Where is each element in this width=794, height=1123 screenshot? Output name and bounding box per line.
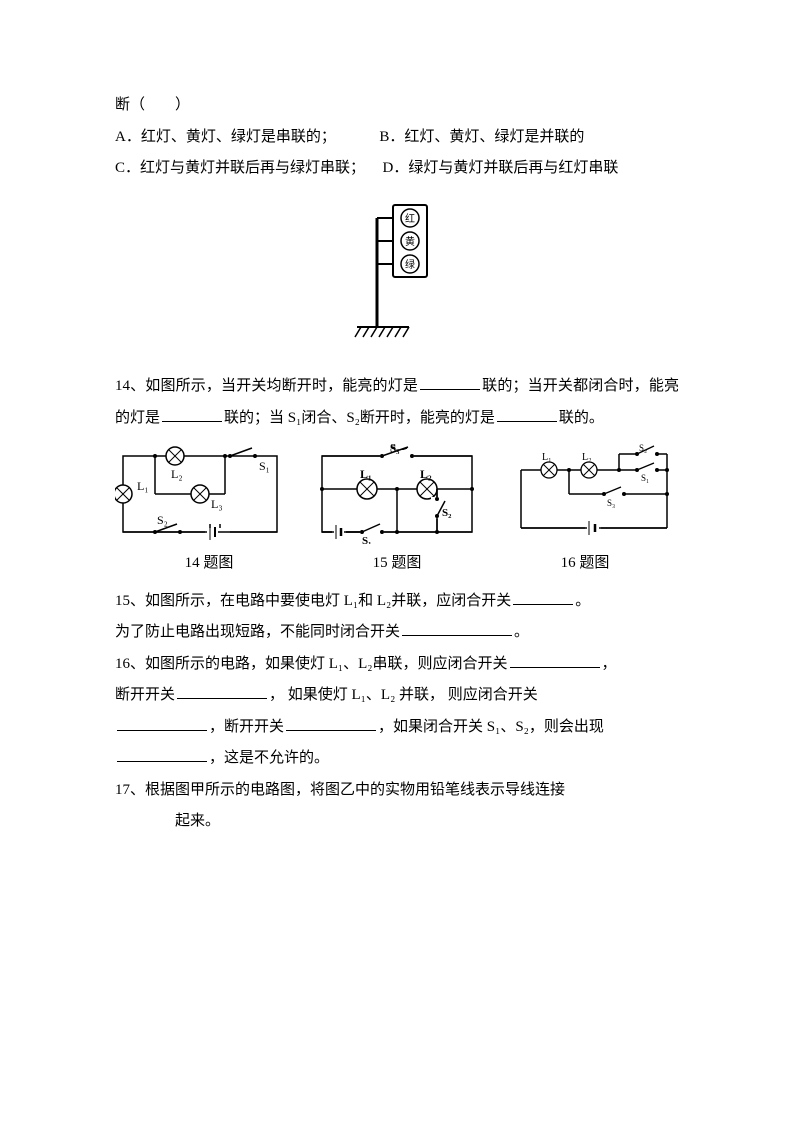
- svg-text:S₂: S₂: [442, 507, 452, 519]
- traffic-light-icon: 红 黄 绿: [337, 197, 457, 347]
- svg-text:L₂: L₂: [582, 452, 592, 463]
- blank[interactable]: [402, 620, 512, 636]
- q15-line2: 为了防止电路出现短路，不能同时闭合开关。: [115, 617, 679, 649]
- q13-optC-line: C．红灯与黄灯并联后再与绿灯串联； D．绿灯与黄灯并联后再与红灯串联: [115, 153, 679, 185]
- svg-text:L₂: L₂: [420, 467, 432, 481]
- circuit-15: S₃ S₃ L₁ L₂ S₁: [312, 444, 482, 544]
- green-label: 绿: [405, 258, 415, 271]
- q13-optA: A．红灯、黄灯、绿灯是串联的；: [115, 129, 336, 145]
- q13-optC: C．红灯与黄灯并联后再与绿灯串联；: [115, 160, 365, 176]
- svg-text:S₁: S₁: [259, 459, 270, 473]
- q13-optB: B．红灯、黄灯、绿灯是并联的: [379, 129, 584, 145]
- caption-16: 16 题图: [491, 548, 679, 580]
- svg-text:S₃: S₃: [607, 498, 615, 508]
- q13-figure: 红 黄 绿: [115, 197, 679, 360]
- q17-line1: 17、根据图甲所示的电路图，将图乙中的实物用铅笔线表示导线连接: [115, 775, 679, 807]
- svg-text:S₁: S₁: [362, 535, 371, 544]
- svg-text:L₃: L₃: [211, 497, 223, 511]
- svg-text:L₂: L₂: [171, 467, 183, 481]
- q16-line1: 16、如图所示的电路，如果使灯 L₁、L₂串联，则应闭合开关，: [115, 649, 679, 681]
- caption-14: 14 题图: [115, 548, 303, 580]
- caption-15: 15 题图: [303, 548, 491, 580]
- blank[interactable]: [117, 715, 207, 731]
- circuit-14: L₁ L₂ S₁ L₃ S₂: [115, 444, 285, 544]
- q16-line3: ，断开开关，如果闭合开关 S₁、S₂，则会出现: [115, 712, 679, 744]
- blank[interactable]: [177, 683, 267, 699]
- svg-text:S₁: S₁: [641, 473, 649, 483]
- q13-optD: D．绿灯与黄灯并联后再与红灯串联: [383, 160, 619, 176]
- svg-text:S₂: S₂: [639, 444, 647, 453]
- yellow-label: 黄: [405, 235, 415, 248]
- blank[interactable]: [117, 746, 207, 762]
- caption-row: 14 题图 15 题图 16 题图: [115, 548, 679, 580]
- svg-text:L₁: L₁: [137, 479, 149, 493]
- q14-line1: 14、如图所示，当开关均断开时，能亮的灯是联的；当开关都闭合时，能亮的灯是联的；…: [115, 371, 679, 434]
- page-content: 断（ ） A．红灯、黄灯、绿灯是串联的； B．红灯、黄灯、绿灯是并联的 C．红灯…: [0, 0, 794, 928]
- svg-text:L₁: L₁: [360, 467, 372, 481]
- circuit-16: L₁ L₂ S₂ S₁: [509, 444, 679, 544]
- q16-line2: 断开开关， 如果使灯 L₁、L₂ 并联， 则应闭合开关: [115, 680, 679, 712]
- blank[interactable]: [420, 374, 480, 390]
- blank[interactable]: [510, 652, 600, 668]
- svg-text:S₃: S₃: [390, 444, 400, 455]
- q13-stem: 断（ ）: [115, 90, 679, 122]
- blank[interactable]: [513, 589, 573, 605]
- blank[interactable]: [286, 715, 376, 731]
- red-label: 红: [405, 212, 415, 225]
- blank[interactable]: [497, 406, 557, 422]
- q13-options-ab: A．红灯、黄灯、绿灯是串联的； B．红灯、黄灯、绿灯是并联的: [115, 122, 679, 154]
- svg-text:S₂: S₂: [157, 513, 168, 527]
- q15-line1: 15、如图所示，在电路中要使电灯 L₁和 L₂并联，应闭合开关。: [115, 586, 679, 618]
- circuit-figures-row: L₁ L₂ S₁ L₃ S₂: [115, 444, 679, 544]
- blank[interactable]: [162, 406, 222, 422]
- svg-text:L₁: L₁: [542, 452, 552, 463]
- q16-line4: ，这是不允许的。: [115, 743, 679, 775]
- q17-line2: 起来。: [115, 806, 679, 838]
